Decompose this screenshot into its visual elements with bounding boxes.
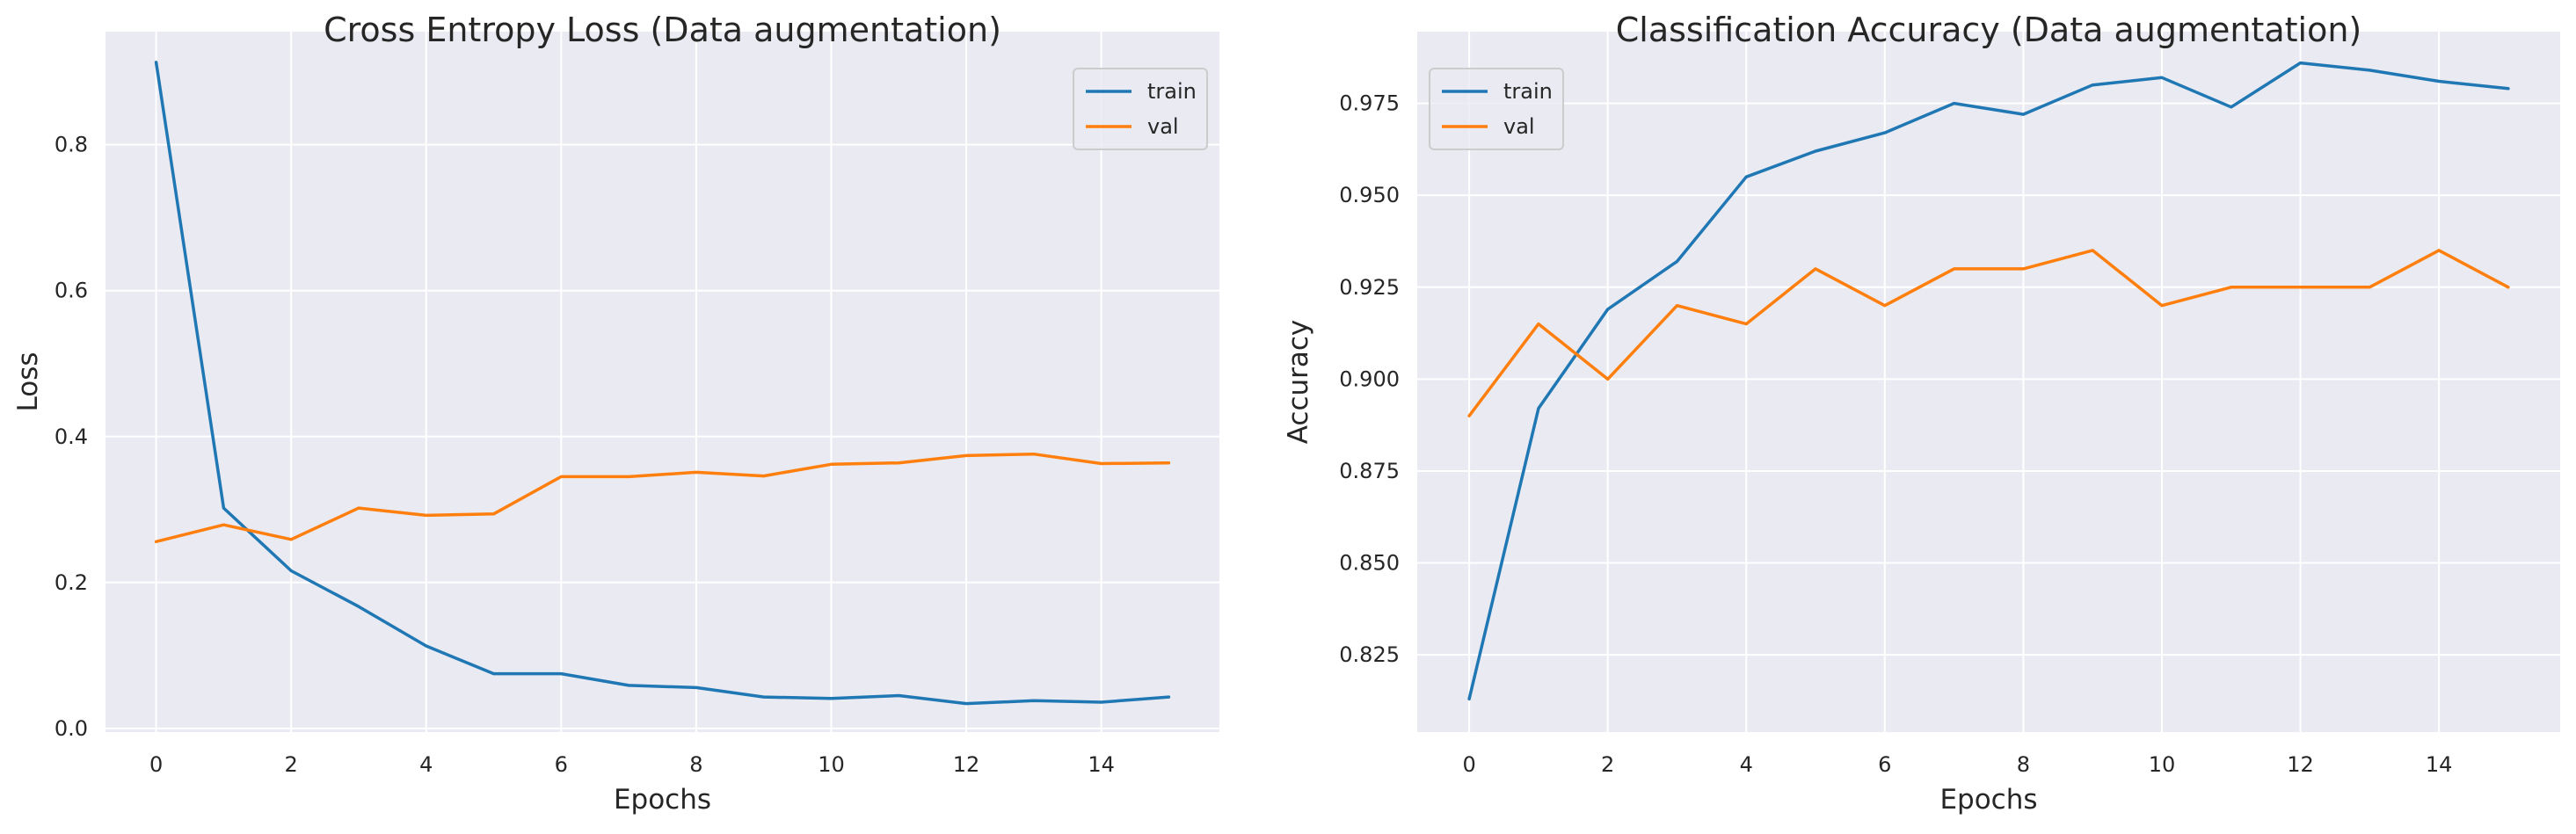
plot-area bbox=[106, 32, 1219, 732]
x-tick-label: 8 bbox=[689, 752, 702, 777]
y-tick-label: 0.925 bbox=[1339, 275, 1400, 300]
series-line-train bbox=[1467, 61, 2510, 701]
legend: train val bbox=[1073, 68, 1208, 150]
x-axis-label: Epochs bbox=[1939, 784, 2037, 816]
legend-box bbox=[1429, 68, 1564, 150]
legend-label-train: train bbox=[1503, 79, 1553, 104]
plot-area bbox=[1417, 32, 2560, 732]
x-tick-label: 10 bbox=[2149, 752, 2176, 777]
legend-label-train: train bbox=[1147, 79, 1197, 104]
x-tick-label: 6 bbox=[1878, 752, 1891, 777]
legend-label-val: val bbox=[1147, 114, 1179, 139]
legend-box bbox=[1073, 68, 1208, 150]
x-tick-label: 0 bbox=[1462, 752, 1475, 777]
y-tick-label: 0.825 bbox=[1339, 642, 1400, 667]
x-tick-label: 2 bbox=[285, 752, 298, 777]
grid bbox=[1417, 32, 2560, 732]
x-tick-label: 10 bbox=[818, 752, 845, 777]
x-tick-label: 8 bbox=[2017, 752, 2030, 777]
x-tick-label: 2 bbox=[1601, 752, 1614, 777]
x-tick-label: 4 bbox=[1740, 752, 1753, 777]
y-tick-label: 0.850 bbox=[1339, 551, 1400, 576]
chart-title: Cross Entropy Loss (Data augmentation) bbox=[324, 11, 1001, 49]
x-tick-label: 4 bbox=[419, 752, 433, 777]
y-tick-label: 0.875 bbox=[1339, 459, 1400, 483]
y-tick-label: 0.8 bbox=[55, 133, 88, 157]
x-axis-label: Epochs bbox=[614, 784, 711, 816]
y-tick-label: 0.950 bbox=[1339, 183, 1400, 207]
x-tick-label: 0 bbox=[149, 752, 163, 777]
chart-panel-1: 0 2 4 6 8 10 12 14 0.0 0.2 0.4 0.6 0.8 Cross Entropy … bbox=[12, 11, 1219, 816]
y-tick-label: 0.0 bbox=[55, 716, 88, 741]
x-tick-label: 12 bbox=[2287, 752, 2314, 777]
legend: train val bbox=[1429, 68, 1564, 150]
series-line-train bbox=[154, 61, 1171, 706]
chart-panel-2: 0 2 4 6 8 10 12 14 0.825 0.850 0.875 0.900 0.925 0.95… bbox=[1283, 11, 2560, 816]
y-tick-label: 0.4 bbox=[55, 424, 88, 449]
y-tick-label: 0.975 bbox=[1339, 91, 1400, 116]
x-tick-label: 14 bbox=[1088, 752, 1115, 777]
series-line-val bbox=[154, 452, 1171, 544]
y-tick-label: 0.2 bbox=[55, 570, 88, 595]
y-axis-label: Loss bbox=[12, 352, 44, 412]
series-line-val bbox=[1467, 249, 2510, 417]
x-tick-label: 12 bbox=[953, 752, 980, 777]
chart-title: Classification Accuracy (Data augmentati… bbox=[1616, 11, 2362, 49]
y-tick-label: 0.900 bbox=[1339, 366, 1400, 391]
x-tick-label: 14 bbox=[2426, 752, 2453, 777]
x-tick-label: 6 bbox=[555, 752, 568, 777]
legend-label-val: val bbox=[1503, 114, 1535, 139]
y-axis-label: Accuracy bbox=[1283, 320, 1314, 445]
y-tick-label: 0.6 bbox=[55, 279, 88, 303]
